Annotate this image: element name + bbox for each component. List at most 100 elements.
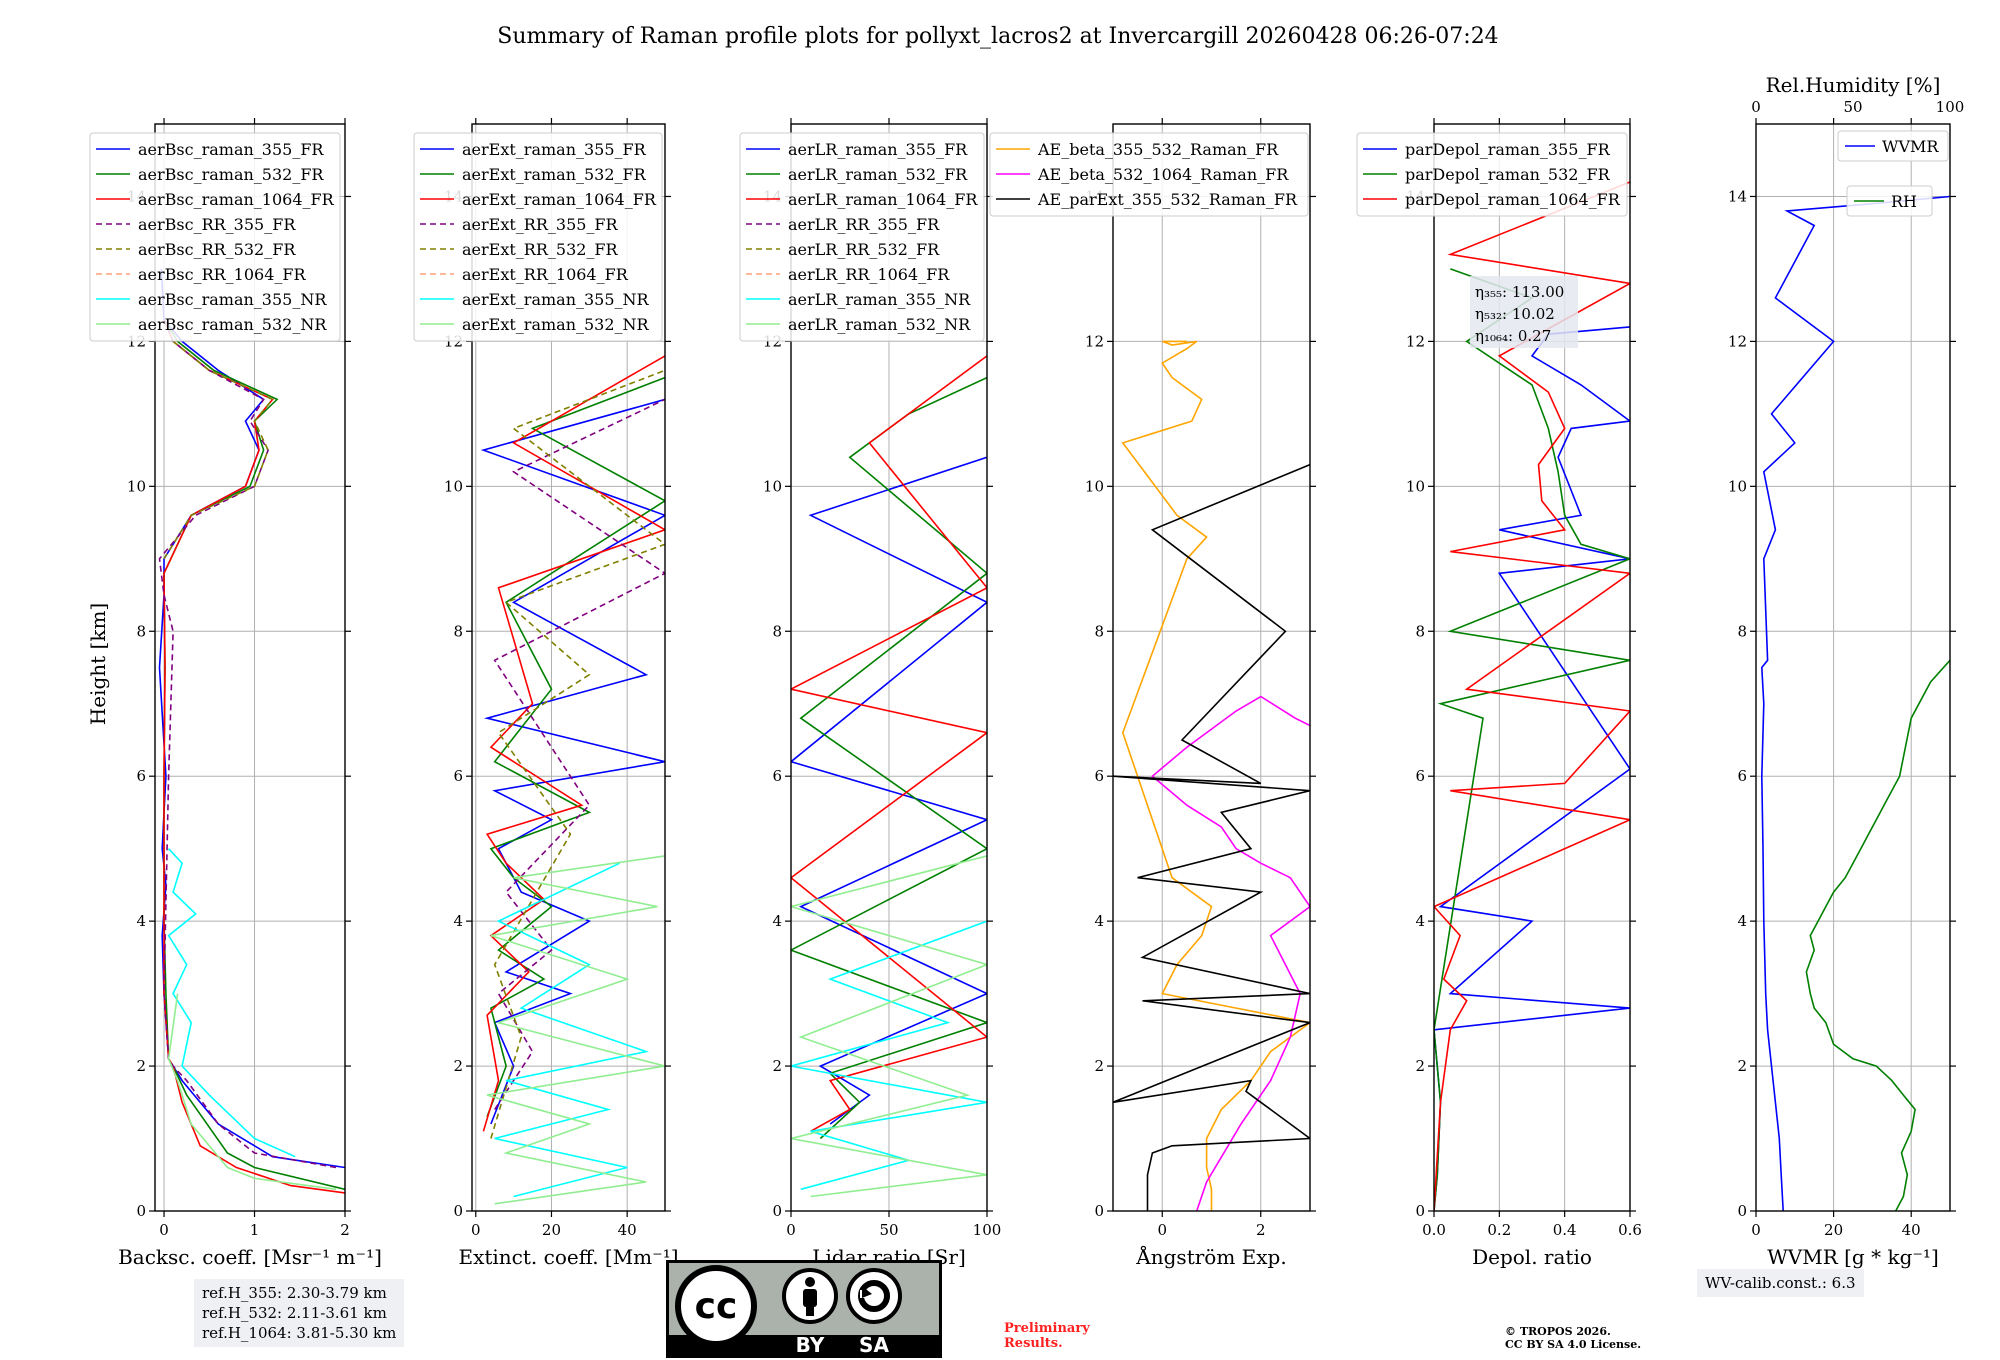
legend: AE_beta_355_532_Raman_FR AE_beta_532_1064… bbox=[989, 132, 1309, 217]
y-tick-label: 6 bbox=[136, 767, 146, 785]
series-aerLR_raman_355_FR bbox=[791, 456, 987, 1125]
y-tick-label: 4 bbox=[772, 912, 782, 930]
y-tick-label: 0 bbox=[772, 1202, 782, 1220]
y-tick-label: 4 bbox=[136, 912, 146, 930]
x-axis-label: Depol. ratio bbox=[1472, 1245, 1592, 1269]
legend: parDepol_raman_355_FR parDepol_raman_532_… bbox=[1356, 132, 1628, 217]
series-group bbox=[1760, 195, 1950, 1211]
y-tick-label: 2 bbox=[1415, 1057, 1425, 1075]
legend: WVMR bbox=[1837, 130, 1949, 162]
series-RH bbox=[1805, 659, 1950, 1211]
legend-entry: aerExt_RR_532_FR bbox=[462, 240, 619, 259]
series-group bbox=[1113, 340, 1310, 1211]
series-group bbox=[791, 355, 987, 1198]
axes-frame bbox=[154, 123, 346, 1212]
panel-extinction: 0246810121402040Extinct. coeff. [Mm⁻¹]ae… bbox=[413, 118, 679, 1269]
legend-entry: WVMR bbox=[1882, 137, 1939, 156]
y-tick-label: 6 bbox=[1737, 767, 1747, 785]
series-AE_beta_355_532_Raman_FR bbox=[1121, 340, 1310, 1211]
top-tick-label: 0 bbox=[1751, 98, 1761, 116]
y-tick-label: 4 bbox=[453, 912, 463, 930]
legend-box bbox=[739, 132, 985, 342]
wv-calibration-box: WV-calib.const.: 6.3 bbox=[1697, 1269, 1864, 1297]
panel-angstrom: 0246810121402Ångström Exp.AE_beta_355_53… bbox=[989, 118, 1316, 1269]
y-tick-label: 14 bbox=[1728, 187, 1747, 205]
x-axis-label: Ångström Exp. bbox=[1135, 1244, 1286, 1269]
panel-backscatter: 02468101214012Backsc. coeff. [Msr⁻¹ m⁻¹]… bbox=[89, 118, 382, 1269]
y-tick-label: 8 bbox=[772, 622, 782, 640]
x-tick-label: 0.6 bbox=[1618, 1221, 1642, 1239]
legend-entry: aerLR_raman_532_NR bbox=[788, 315, 971, 334]
annotation-line: η₃₅₅: 113.00 bbox=[1475, 283, 1564, 301]
series-AE_parExt_355_532_Raman_FR bbox=[1113, 463, 1310, 1211]
y-tick-label: 0 bbox=[1094, 1202, 1104, 1220]
top-tick-label: 100 bbox=[1936, 98, 1965, 116]
series-aerBsc_raman_532_NR bbox=[167, 993, 337, 1191]
copyright-line-1: © TROPOS 2026. bbox=[1505, 1325, 1611, 1338]
legend-entry: aerExt_raman_1064_FR bbox=[462, 190, 657, 209]
legend-entry: aerBsc_raman_532_FR bbox=[138, 165, 324, 184]
legend-entry: aerExt_raman_532_NR bbox=[462, 315, 650, 334]
series-aerLR_raman_1064_FR bbox=[791, 355, 987, 1132]
series-group bbox=[158, 268, 345, 1194]
series-aerBsc_RR_355_FR bbox=[158, 319, 337, 1169]
x-tick-label: 50 bbox=[879, 1221, 898, 1239]
y-tick-label: 8 bbox=[1737, 622, 1747, 640]
wv-calib-text: WV-calib.const.: 6.3 bbox=[1705, 1274, 1856, 1292]
panels: 02468101214012Backsc. coeff. [Msr⁻¹ m⁻¹]… bbox=[89, 73, 1964, 1269]
x-tick-label: 40 bbox=[618, 1221, 637, 1239]
panel-wvmr_rh: 0 2 4 6 8 10 12 14 0 20 40 WVMR [g * kg⁻¹] 0 50 100Rel… bbox=[1728, 73, 1964, 1269]
y-axis-label: Height [km] bbox=[86, 603, 110, 725]
preliminary-line-2: Results. bbox=[1004, 1336, 1063, 1351]
preliminary-note: Preliminary Results. bbox=[1004, 1321, 1090, 1351]
y-tick-label: 12 bbox=[1728, 332, 1747, 350]
legend-entry: aerBsc_raman_355_FR bbox=[138, 140, 324, 159]
x-tick-label: 0 bbox=[1157, 1221, 1167, 1239]
copyright-line-2: CC BY SA 4.0 License. bbox=[1505, 1338, 1642, 1351]
y-tick-label: 2 bbox=[453, 1057, 463, 1075]
legend-entry: aerBsc_RR_532_FR bbox=[138, 240, 296, 259]
legend-entry: aerExt_raman_532_FR bbox=[462, 165, 647, 184]
series-aerExt_raman_355_NR bbox=[494, 862, 650, 1198]
series-aerLR_raman_532_NR bbox=[791, 855, 987, 1198]
legend-entry: parDepol_raman_1064_FR bbox=[1405, 190, 1621, 209]
legend-entry: aerLR_raman_1064_FR bbox=[788, 190, 978, 209]
legend-box bbox=[1837, 130, 1949, 162]
series-aerExt_raman_1064_FR bbox=[482, 355, 665, 1132]
series-WVMR bbox=[1760, 195, 1950, 1211]
legend: aerLR_raman_355_FR aerLR_raman_532_FR aerL… bbox=[739, 132, 985, 342]
y-tick-label: 6 bbox=[1094, 767, 1104, 785]
series-aerExt_raman_532_NR bbox=[486, 855, 665, 1205]
legend-entry: aerBsc_RR_1064_FR bbox=[138, 265, 307, 284]
annotation-line: η₁₀₆₄: 0.27 bbox=[1475, 327, 1551, 345]
series-parDepol_raman_1064_FR bbox=[1434, 181, 1630, 1211]
x-tick-label: 40 bbox=[1902, 1221, 1921, 1239]
legend-box bbox=[1356, 132, 1628, 217]
series-group bbox=[480, 355, 665, 1205]
legend-entry: aerLR_RR_1064_FR bbox=[788, 265, 950, 284]
x-axis-label: WVMR [g * kg⁻¹] bbox=[1767, 1245, 1939, 1269]
series-AE_beta_532_1064_Raman_FR bbox=[1151, 695, 1310, 1211]
legend-entry: aerExt_RR_355_FR bbox=[462, 215, 619, 234]
annotation-box bbox=[1470, 276, 1578, 348]
x-tick-label: 0 bbox=[159, 1221, 169, 1239]
axes-frame bbox=[1433, 123, 1631, 1212]
y-tick-label: 10 bbox=[1085, 477, 1104, 495]
y-tick-label: 8 bbox=[136, 622, 146, 640]
ref-height-355: ref.H_355: 2.30-3.79 km bbox=[202, 1284, 387, 1302]
legend: aerBsc_raman_355_FR aerBsc_raman_532_FRae… bbox=[89, 132, 341, 342]
top-axis-label: Rel.Humidity [%] bbox=[1766, 73, 1941, 97]
legend-entry: aerBsc_raman_532_NR bbox=[138, 315, 327, 334]
legend-entry: aerBsc_RR_355_FR bbox=[138, 215, 296, 234]
annotation-line: η₅₃₂: 10.02 bbox=[1475, 305, 1555, 323]
y-tick-label: 8 bbox=[1094, 622, 1104, 640]
legend-entry: aerExt_raman_355_NR bbox=[462, 290, 650, 309]
axes-frame bbox=[1112, 123, 1311, 1212]
x-tick-label: 0.4 bbox=[1553, 1221, 1577, 1239]
by-label: BY bbox=[796, 1333, 825, 1357]
y-tick-label: 12 bbox=[1406, 332, 1425, 350]
legend-entry: aerLR_RR_532_FR bbox=[788, 240, 940, 259]
series-aerBsc_raman_355_NR bbox=[167, 848, 296, 1158]
series-aerExt_raman_355_FR bbox=[480, 398, 665, 1125]
depol-annotation: η₃₅₅: 113.00 η₅₃₂: 10.02 η₁₀₆₄: 0.27 bbox=[1470, 276, 1578, 348]
